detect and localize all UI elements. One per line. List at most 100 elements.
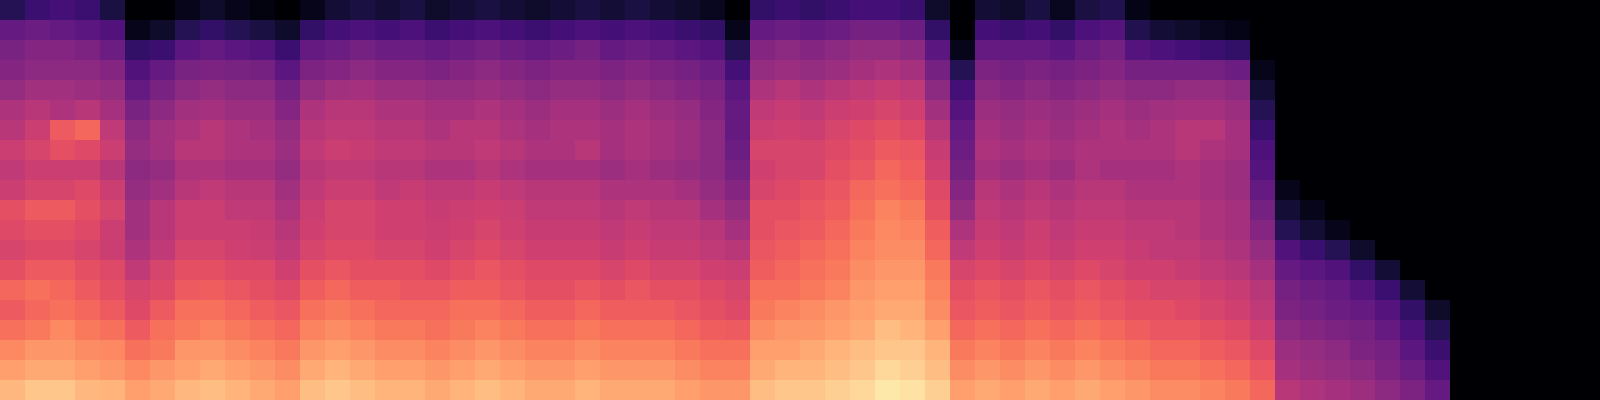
heatmap-cell [50,320,76,341]
heatmap-cell [325,220,351,241]
heatmap-cell [850,60,876,81]
heatmap-cell [1450,360,1476,381]
heatmap-cell [1500,80,1526,101]
heatmap-cell [0,340,26,361]
heatmap-cell [425,140,451,161]
heatmap-cell [1150,320,1176,341]
heatmap-cell [1575,20,1600,41]
heatmap-cell [1350,40,1376,61]
heatmap-cell [25,120,51,141]
heatmap-cell [1125,80,1151,101]
heatmap-cell [300,360,326,381]
heatmap-cell [100,140,126,161]
heatmap-cell [200,60,226,81]
heatmap-cell [25,180,51,201]
heatmap-cell [1150,300,1176,321]
heatmap-cell [200,120,226,141]
heatmap-cell [1075,380,1101,400]
heatmap-cell [575,220,601,241]
heatmap-cell [700,0,726,21]
heatmap-cell [1475,40,1501,61]
heatmap-cell [1575,160,1600,181]
heatmap-cell [325,80,351,101]
heatmap-cell [800,360,826,381]
heatmap-cell [400,60,426,81]
heatmap-cell [1050,240,1076,261]
heatmap-cell [1325,340,1351,361]
heatmap-cell [1275,180,1301,201]
heatmap-cell [0,180,26,201]
heatmap-cell [50,260,76,281]
heatmap-cell [975,240,1001,261]
heatmap-cell [1325,0,1351,21]
heatmap-cell [950,300,976,321]
heatmap-cell [1525,60,1551,81]
heatmap-cell [1450,60,1476,81]
heatmap-cell [1225,160,1251,181]
heatmap-cell [675,180,701,201]
heatmap-cell [775,80,801,101]
heatmap-cell [250,260,276,281]
heatmap-cell [1425,120,1451,141]
heatmap-cell [1350,300,1376,321]
heatmap-cell [150,300,176,321]
heatmap-cell [750,200,776,221]
heatmap-cell [1175,340,1201,361]
heatmap-cell [250,220,276,241]
heatmap-cell [350,320,376,341]
heatmap-cell [475,0,501,21]
heatmap-cell [375,360,401,381]
heatmap-cell [1525,160,1551,181]
heatmap-cell [125,340,151,361]
heatmap-cell [775,40,801,61]
heatmap-cell [425,40,451,61]
heatmap-cell [250,20,276,41]
heatmap-cell [675,360,701,381]
heatmap-cell [225,340,251,361]
heatmap-cell [1400,120,1426,141]
heatmap-cell [475,80,501,101]
heatmap-cell [475,200,501,221]
heatmap-cell [1375,40,1401,61]
heatmap-cell [525,200,551,221]
heatmap-cell [650,80,676,101]
heatmap-cell [1525,340,1551,361]
heatmap-cell [1125,200,1151,221]
heatmap-cell [525,260,551,281]
heatmap-cell [50,220,76,241]
heatmap-cell [300,200,326,221]
heatmap-cell [800,60,826,81]
heatmap-cell [475,220,501,241]
heatmap-cell [825,160,851,181]
heatmap-cell [650,240,676,261]
heatmap-cell [675,80,701,101]
heatmap-cell [325,60,351,81]
heatmap-cell [725,380,751,400]
heatmap-cell [1375,360,1401,381]
heatmap-cell [175,240,201,261]
heatmap-cell [825,60,851,81]
heatmap-cell [1350,340,1376,361]
heatmap-cell [375,60,401,81]
heatmap-cell [1500,380,1526,400]
heatmap-cell [1325,200,1351,221]
heatmap-cell [1275,80,1301,101]
heatmap-cell [450,280,476,301]
heatmap-cell [400,200,426,221]
heatmap-cell [100,200,126,221]
heatmap-cell [1450,240,1476,261]
heatmap-cell [600,180,626,201]
heatmap-cell [1025,320,1051,341]
heatmap-cell [775,260,801,281]
heatmap-cell [1450,180,1476,201]
heatmap-cell [1550,360,1576,381]
heatmap-cell [600,60,626,81]
heatmap-cell [275,20,301,41]
heatmap-cell [1450,280,1476,301]
heatmap-cell [425,180,451,201]
heatmap-cell [175,60,201,81]
heatmap-cell [1200,140,1226,161]
heatmap-cell [525,220,551,241]
heatmap-cell [275,380,301,400]
heatmap-cell [800,20,826,41]
